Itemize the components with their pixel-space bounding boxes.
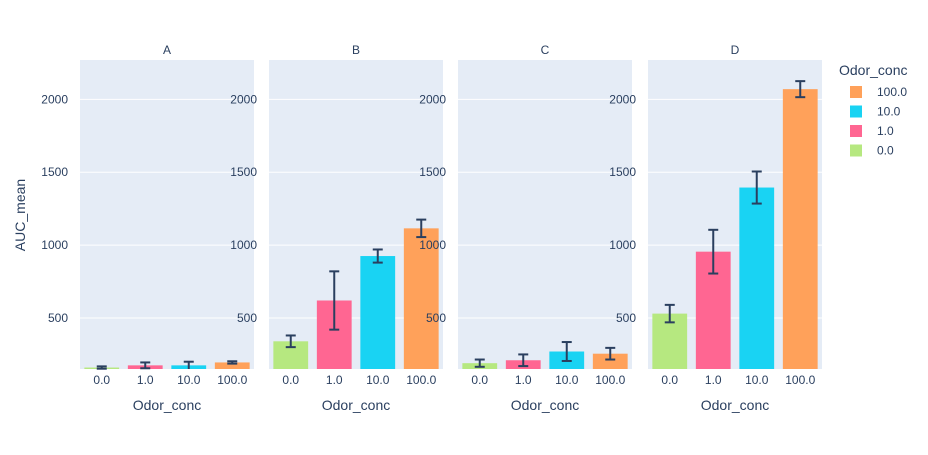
panel-title: A xyxy=(163,43,171,57)
x-tick-label: 1.0 xyxy=(515,373,532,387)
y-tick-label: 1000 xyxy=(419,238,446,252)
legend-label: 100.0 xyxy=(877,85,907,99)
y-tick-label: 1000 xyxy=(609,238,636,252)
plot-background xyxy=(80,60,254,369)
bar xyxy=(739,187,775,369)
legend-swatch xyxy=(850,105,862,118)
y-tick-label: 500 xyxy=(48,311,68,325)
y-tick-label: 1500 xyxy=(609,165,636,179)
x-tick-label: 10.0 xyxy=(177,373,201,387)
panels-layer: 500 1000 1500 2000 A 0.0 1.0 10.0 100.0 Odor_conc… xyxy=(41,43,822,413)
y-tick-label: 1000 xyxy=(230,238,257,252)
x-tick-label: 0.0 xyxy=(282,373,299,387)
x-axis-title: Odor_conc xyxy=(322,397,390,413)
y-tick-label: 500 xyxy=(616,311,636,325)
x-tick-label: 100.0 xyxy=(217,373,247,387)
legend-swatch xyxy=(850,125,862,137)
legend-label: 0.0 xyxy=(877,144,894,158)
x-tick-label: 10.0 xyxy=(745,373,769,387)
panel-title: C xyxy=(541,43,550,57)
x-tick-label: 0.0 xyxy=(93,373,110,387)
legend-label: 1.0 xyxy=(877,124,894,138)
y-tick-label: 2000 xyxy=(419,92,446,106)
legend-swatch xyxy=(850,144,862,157)
y-tick-label: 2000 xyxy=(230,92,257,106)
y-tick-label: 1000 xyxy=(41,238,68,252)
bar xyxy=(782,89,818,369)
y-tick-label: 500 xyxy=(426,311,446,325)
legend-swatch xyxy=(850,86,862,98)
y-tick-label: 2000 xyxy=(609,92,636,106)
x-axis-title: Odor_conc xyxy=(511,397,579,413)
y-tick-label: 1500 xyxy=(230,165,257,179)
y-tick-label: 500 xyxy=(237,311,257,325)
x-tick-label: 100.0 xyxy=(595,373,625,387)
bar xyxy=(592,353,628,369)
panel-b: 500 1000 1500 2000 B 0.0 1.0 10.0 100.0 Odor_conc xyxy=(230,43,443,413)
panel-title: B xyxy=(352,43,360,57)
x-tick-label: 1.0 xyxy=(137,373,154,387)
legend: Odor_conc 100.0 10.0 1.0 0.0 xyxy=(839,62,907,158)
bar xyxy=(214,362,250,369)
legend-label: 10.0 xyxy=(877,105,901,119)
panel-a: 500 1000 1500 2000 A 0.0 1.0 10.0 100.0 Odor_conc xyxy=(41,43,254,413)
bar xyxy=(403,228,439,369)
x-tick-label: 1.0 xyxy=(326,373,343,387)
y-tick-label: 2000 xyxy=(41,92,68,106)
x-axis-title: Odor_conc xyxy=(701,397,769,413)
x-tick-label: 10.0 xyxy=(555,373,579,387)
x-axis-title: Odor_conc xyxy=(133,397,201,413)
panel-d: 500 1000 1500 2000 D 0.0 1.0 10.0 100.0 Odor_conc xyxy=(609,43,822,413)
legend-items: 100.0 10.0 1.0 0.0 xyxy=(850,85,907,158)
panel-c: 500 1000 1500 2000 C 0.0 1.0 10.0 100.0 Odor_conc xyxy=(419,43,632,413)
x-tick-label: 0.0 xyxy=(471,373,488,387)
x-tick-label: 1.0 xyxy=(705,373,722,387)
y-axis-title: AUC_mean xyxy=(12,179,28,251)
x-tick-label: 100.0 xyxy=(785,373,815,387)
y-tick-label: 1500 xyxy=(41,165,68,179)
plot-background xyxy=(458,60,632,369)
legend-title: Odor_conc xyxy=(839,62,907,78)
x-tick-label: 0.0 xyxy=(661,373,678,387)
bar xyxy=(360,256,396,369)
x-tick-label: 100.0 xyxy=(406,373,436,387)
y-tick-label: 1500 xyxy=(419,165,446,179)
x-tick-label: 10.0 xyxy=(366,373,390,387)
panel-title: D xyxy=(731,43,740,57)
